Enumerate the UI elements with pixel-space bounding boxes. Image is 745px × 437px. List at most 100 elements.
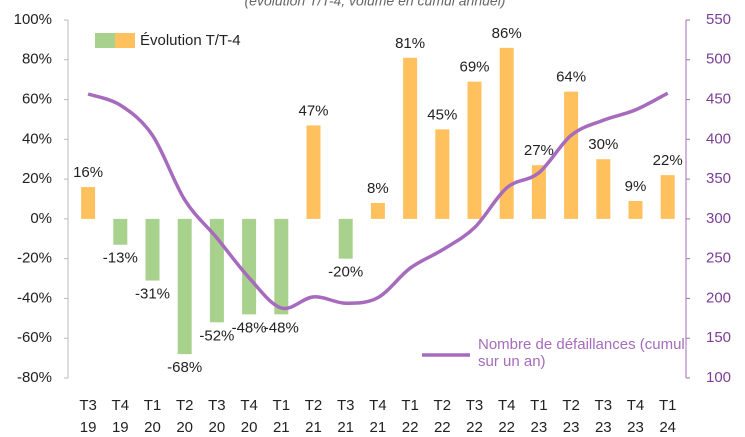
y-tick-label: -40% bbox=[17, 289, 52, 306]
x-tick-label: 22 bbox=[466, 419, 483, 436]
data-label: -31% bbox=[135, 286, 170, 303]
data-label: -48% bbox=[264, 319, 299, 336]
data-label: 81% bbox=[395, 35, 425, 52]
data-label: 69% bbox=[459, 59, 489, 76]
x-tick-label: T4 bbox=[112, 397, 130, 414]
x-tick-label: 20 bbox=[176, 419, 193, 436]
data-label: 16% bbox=[73, 164, 103, 181]
legend-swatch bbox=[95, 33, 115, 48]
x-tick-label: T4 bbox=[498, 397, 516, 414]
bar bbox=[660, 175, 675, 219]
bar bbox=[531, 165, 546, 219]
y-tick-label: -80% bbox=[17, 369, 52, 386]
x-tick-label: 23 bbox=[563, 419, 580, 436]
x-tick-label: 22 bbox=[498, 419, 515, 436]
bar bbox=[403, 57, 418, 219]
x-tick-label: 19 bbox=[112, 419, 129, 436]
x-tick-label: 22 bbox=[434, 419, 451, 436]
x-tick-label: T4 bbox=[369, 397, 387, 414]
y-tick-label: 60% bbox=[22, 91, 52, 108]
data-label: -13% bbox=[103, 250, 138, 267]
x-tick-label: T2 bbox=[562, 397, 580, 414]
bar bbox=[338, 218, 353, 259]
bar bbox=[274, 218, 289, 315]
x-tick-label: 23 bbox=[531, 419, 548, 436]
data-label: -48% bbox=[232, 319, 267, 336]
bar bbox=[145, 218, 160, 281]
x-tick-label: 20 bbox=[241, 419, 258, 436]
bar bbox=[177, 218, 192, 355]
x-tick-label: T2 bbox=[434, 397, 452, 414]
bar bbox=[242, 218, 257, 315]
x-tick-label: T3 bbox=[595, 397, 613, 414]
y2-tick-label: 350 bbox=[706, 170, 731, 187]
x-tick-label: 21 bbox=[305, 419, 322, 436]
y2-tick-label: 300 bbox=[706, 210, 731, 227]
data-label: -68% bbox=[167, 359, 202, 376]
data-label: 30% bbox=[588, 136, 618, 153]
chart-subtitle: (évolution T/T-4, volume en cumul annuel… bbox=[245, 0, 506, 9]
data-label: 86% bbox=[492, 25, 522, 42]
x-tick-label: 23 bbox=[595, 419, 612, 436]
bar bbox=[370, 202, 385, 219]
x-tick-label: 24 bbox=[659, 419, 676, 436]
y2-tick-label: 500 bbox=[706, 51, 731, 68]
data-label: 27% bbox=[524, 142, 554, 159]
x-tick-label: T2 bbox=[305, 397, 323, 414]
bar bbox=[306, 125, 321, 219]
bar bbox=[435, 129, 450, 219]
x-tick-label: 23 bbox=[627, 419, 644, 436]
y-tick-label: -20% bbox=[17, 250, 52, 267]
bar bbox=[499, 47, 514, 219]
y-tick-label: 20% bbox=[22, 170, 52, 187]
bar bbox=[596, 159, 611, 219]
data-label: 64% bbox=[556, 69, 586, 86]
y2-tick-label: 400 bbox=[706, 130, 731, 147]
x-tick-label: T1 bbox=[401, 397, 419, 414]
data-label: 45% bbox=[427, 106, 457, 123]
y2-tick-label: 200 bbox=[706, 289, 731, 306]
x-tick-label: T3 bbox=[79, 397, 97, 414]
data-label: 47% bbox=[298, 102, 328, 119]
y2-tick-label: 150 bbox=[706, 329, 731, 346]
y2-tick-label: 550 bbox=[706, 11, 731, 28]
x-tick-label: 20 bbox=[144, 419, 161, 436]
x-tick-label: T1 bbox=[144, 397, 162, 414]
x-tick-label: T3 bbox=[337, 397, 355, 414]
x-tick-label: 20 bbox=[209, 419, 226, 436]
x-tick-label: T1 bbox=[530, 397, 548, 414]
y-tick-label: -60% bbox=[17, 329, 52, 346]
x-tick-label: 21 bbox=[370, 419, 387, 436]
x-tick-label: 21 bbox=[337, 419, 354, 436]
x-tick-label: T4 bbox=[240, 397, 258, 414]
x-tick-label: T1 bbox=[659, 397, 677, 414]
y-tick-label: 80% bbox=[22, 51, 52, 68]
data-label: -52% bbox=[199, 327, 234, 344]
y2-tick-label: 250 bbox=[706, 250, 731, 267]
x-tick-label: T3 bbox=[466, 397, 484, 414]
bar bbox=[113, 218, 128, 245]
y-tick-label: 100% bbox=[14, 11, 52, 28]
data-label: 9% bbox=[625, 178, 647, 195]
legend-label: Évolution T/T-4 bbox=[140, 32, 241, 49]
bar bbox=[81, 187, 96, 219]
x-tick-label: 19 bbox=[80, 419, 97, 436]
y-tick-label: 40% bbox=[22, 130, 52, 147]
x-tick-label: 22 bbox=[402, 419, 419, 436]
data-label: 22% bbox=[653, 152, 683, 169]
legend-swatch bbox=[115, 33, 135, 48]
x-tick-label: T2 bbox=[176, 397, 194, 414]
line-legend-label: Nombre de défaillances (cumul sur un an) bbox=[478, 336, 685, 370]
data-label: 8% bbox=[367, 180, 389, 197]
bar bbox=[628, 200, 643, 219]
x-tick-label: T1 bbox=[273, 397, 291, 414]
bar bbox=[467, 81, 482, 219]
x-tick-label: T3 bbox=[208, 397, 226, 414]
y2-tick-label: 100 bbox=[706, 369, 731, 386]
line bbox=[87, 91, 669, 311]
x-tick-label: T4 bbox=[627, 397, 645, 414]
y2-tick-label: 450 bbox=[706, 91, 731, 108]
x-tick-label: 21 bbox=[273, 419, 290, 436]
